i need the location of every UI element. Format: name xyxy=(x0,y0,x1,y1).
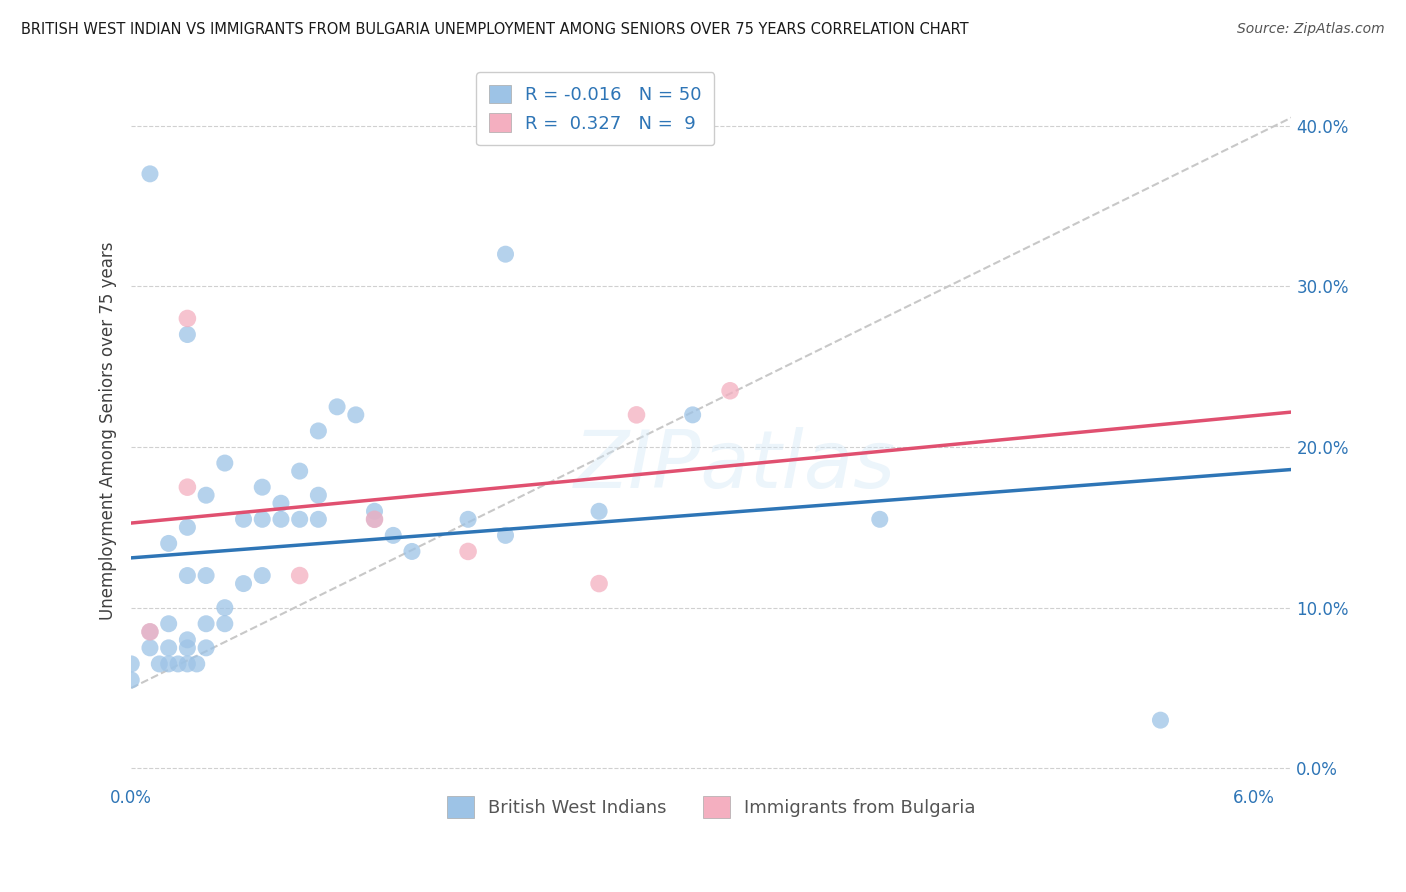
Point xyxy=(270,512,292,526)
Text: BRITISH WEST INDIAN VS IMMIGRANTS FROM BULGARIA UNEMPLOYMENT AMONG SENIORS OVER : BRITISH WEST INDIAN VS IMMIGRANTS FROM B… xyxy=(21,22,969,37)
Legend: British West Indians, Immigrants from Bulgaria: British West Indians, Immigrants from Bu… xyxy=(440,789,983,825)
Point xyxy=(232,576,254,591)
Point xyxy=(288,512,311,526)
Point xyxy=(176,327,198,342)
Point xyxy=(120,673,142,687)
Point xyxy=(626,408,648,422)
Point xyxy=(139,640,162,655)
Text: Source: ZipAtlas.com: Source: ZipAtlas.com xyxy=(1237,22,1385,37)
Point xyxy=(139,624,162,639)
Point xyxy=(157,657,180,671)
Point xyxy=(157,536,180,550)
Point xyxy=(252,512,274,526)
Point xyxy=(307,488,329,502)
Point xyxy=(176,640,198,655)
Point xyxy=(214,456,236,470)
Point xyxy=(326,400,349,414)
Point xyxy=(157,616,180,631)
Point xyxy=(363,512,385,526)
Point xyxy=(718,384,741,398)
Y-axis label: Unemployment Among Seniors over 75 years: Unemployment Among Seniors over 75 years xyxy=(100,242,117,620)
Text: ZIPatlas: ZIPatlas xyxy=(574,427,896,505)
Point xyxy=(588,504,610,518)
Point xyxy=(176,657,198,671)
Point xyxy=(457,544,479,558)
Point xyxy=(457,512,479,526)
Point xyxy=(363,504,385,518)
Point xyxy=(214,616,236,631)
Point xyxy=(167,657,190,671)
Point xyxy=(176,568,198,582)
Point xyxy=(307,512,329,526)
Point xyxy=(682,408,704,422)
Point xyxy=(176,480,198,494)
Point xyxy=(120,657,142,671)
Point xyxy=(588,576,610,591)
Point xyxy=(307,424,329,438)
Point xyxy=(176,311,198,326)
Point xyxy=(401,544,423,558)
Point xyxy=(195,616,218,631)
Point xyxy=(363,512,385,526)
Point xyxy=(252,480,274,494)
Point xyxy=(214,600,236,615)
Point xyxy=(176,520,198,534)
Point xyxy=(186,657,208,671)
Point xyxy=(157,640,180,655)
Point xyxy=(195,568,218,582)
Point xyxy=(288,568,311,582)
Point xyxy=(252,568,274,582)
Point xyxy=(232,512,254,526)
Point xyxy=(495,528,517,542)
Point xyxy=(382,528,405,542)
Point xyxy=(869,512,891,526)
Point xyxy=(270,496,292,510)
Point xyxy=(344,408,367,422)
Point xyxy=(288,464,311,478)
Point xyxy=(1149,713,1171,727)
Point xyxy=(139,624,162,639)
Point xyxy=(195,488,218,502)
Point xyxy=(495,247,517,261)
Point xyxy=(139,167,162,181)
Point xyxy=(148,657,170,671)
Point xyxy=(176,632,198,647)
Point xyxy=(195,640,218,655)
